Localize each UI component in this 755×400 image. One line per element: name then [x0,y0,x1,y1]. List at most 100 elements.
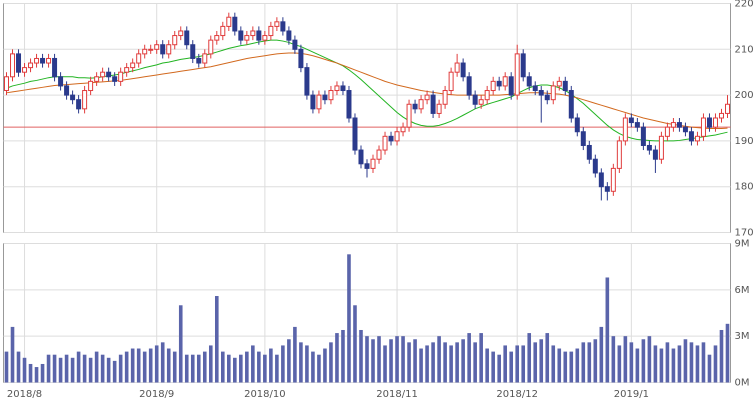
volume-bar [575,348,580,383]
candle-body [472,94,478,105]
candle-body [334,85,340,92]
volume-bar [665,342,670,383]
volume-bar [124,351,129,383]
volume-bar [557,348,562,383]
volume-bar [34,367,39,383]
volume-bar [190,354,195,383]
volume-bar [635,348,640,383]
volume-bar [52,354,57,383]
x-tick-label: 2019/1 [614,389,649,400]
volume-bar [401,336,405,383]
candle-body [694,135,700,142]
candle-body [454,62,460,73]
candle-body [478,99,484,105]
candle-body [226,16,232,27]
candle-body [208,39,214,55]
candle-body [466,76,472,96]
volume-bar [407,342,411,383]
y-tick-label: 9M [735,239,750,250]
candle-body [76,99,82,110]
volume-bar [383,345,387,383]
volume-bar [527,333,532,383]
volume-bar [677,345,682,383]
candle-body [502,76,508,87]
candle-body [40,57,46,64]
volume-bar [533,342,538,383]
volume-bar [64,354,69,383]
volume-bar [545,333,550,383]
volume-bar [208,345,213,383]
candle-body [178,30,184,37]
volume-bar [443,342,447,383]
volume-bar [10,326,15,383]
candle-body [550,85,556,101]
candle-body [106,71,112,78]
candle-body [190,44,196,59]
candle-body [238,30,244,41]
candle-body [460,62,466,78]
candle-body [646,144,652,151]
y-tick-label: 190 [735,136,754,147]
volume-bar [269,348,273,383]
volume-bar [449,345,453,383]
volume-bar [317,354,321,383]
candle-body [586,144,592,160]
volume-bar [227,354,231,383]
candle-body [262,35,268,41]
volume-bar [214,296,219,383]
volume-bar [611,336,616,383]
volume-bar [106,357,111,383]
candle-body [280,21,286,32]
volume-bar [569,351,574,383]
candle-body [382,135,388,151]
volume-bar [305,345,309,383]
volume-bar [587,342,592,383]
volume-bar [329,342,333,383]
y-tick-label: 210 [735,44,754,55]
candle-body [418,99,424,110]
candle-body [64,85,70,96]
x-tick-label: 2018/8 [7,389,42,400]
candle-body [484,90,490,101]
candle-body [94,76,100,82]
candle-body [310,94,316,110]
candle-body [682,126,688,133]
candle-body [556,80,562,87]
y-tick-label: 180 [735,182,754,193]
volume-bar [707,354,712,383]
candle-body [388,135,394,142]
candle-body [604,186,610,192]
volume-bar [389,339,393,383]
candle-body [520,53,526,78]
candle-body [406,103,412,128]
volume-bar [437,336,441,383]
volume-bar [479,333,483,383]
volume-bar [16,351,21,383]
volume-bar [419,348,423,383]
candle-body [628,117,634,124]
candle-body [634,122,640,128]
candle-body [544,94,550,101]
volume-bar [431,342,435,383]
volume-bar [148,348,153,383]
volume-bar [58,357,63,383]
volume-bar [233,357,237,383]
volume-bar [311,351,315,383]
volume-bar [365,336,369,383]
candle-body [712,117,718,128]
candle-body [124,67,130,73]
candle-body [130,62,136,69]
candle-body [364,163,370,169]
candle-body [316,94,322,110]
volume-bar [251,345,255,383]
x-tick-label: 2018/9 [139,389,174,400]
candle-body [376,149,382,160]
candle-body [448,71,454,92]
candle-body [370,158,376,169]
y-tick-label: 220 [735,0,754,10]
volume-bar [40,363,45,383]
candle-body [508,76,514,96]
volume-bar [202,351,207,383]
volume-bar [425,345,429,383]
